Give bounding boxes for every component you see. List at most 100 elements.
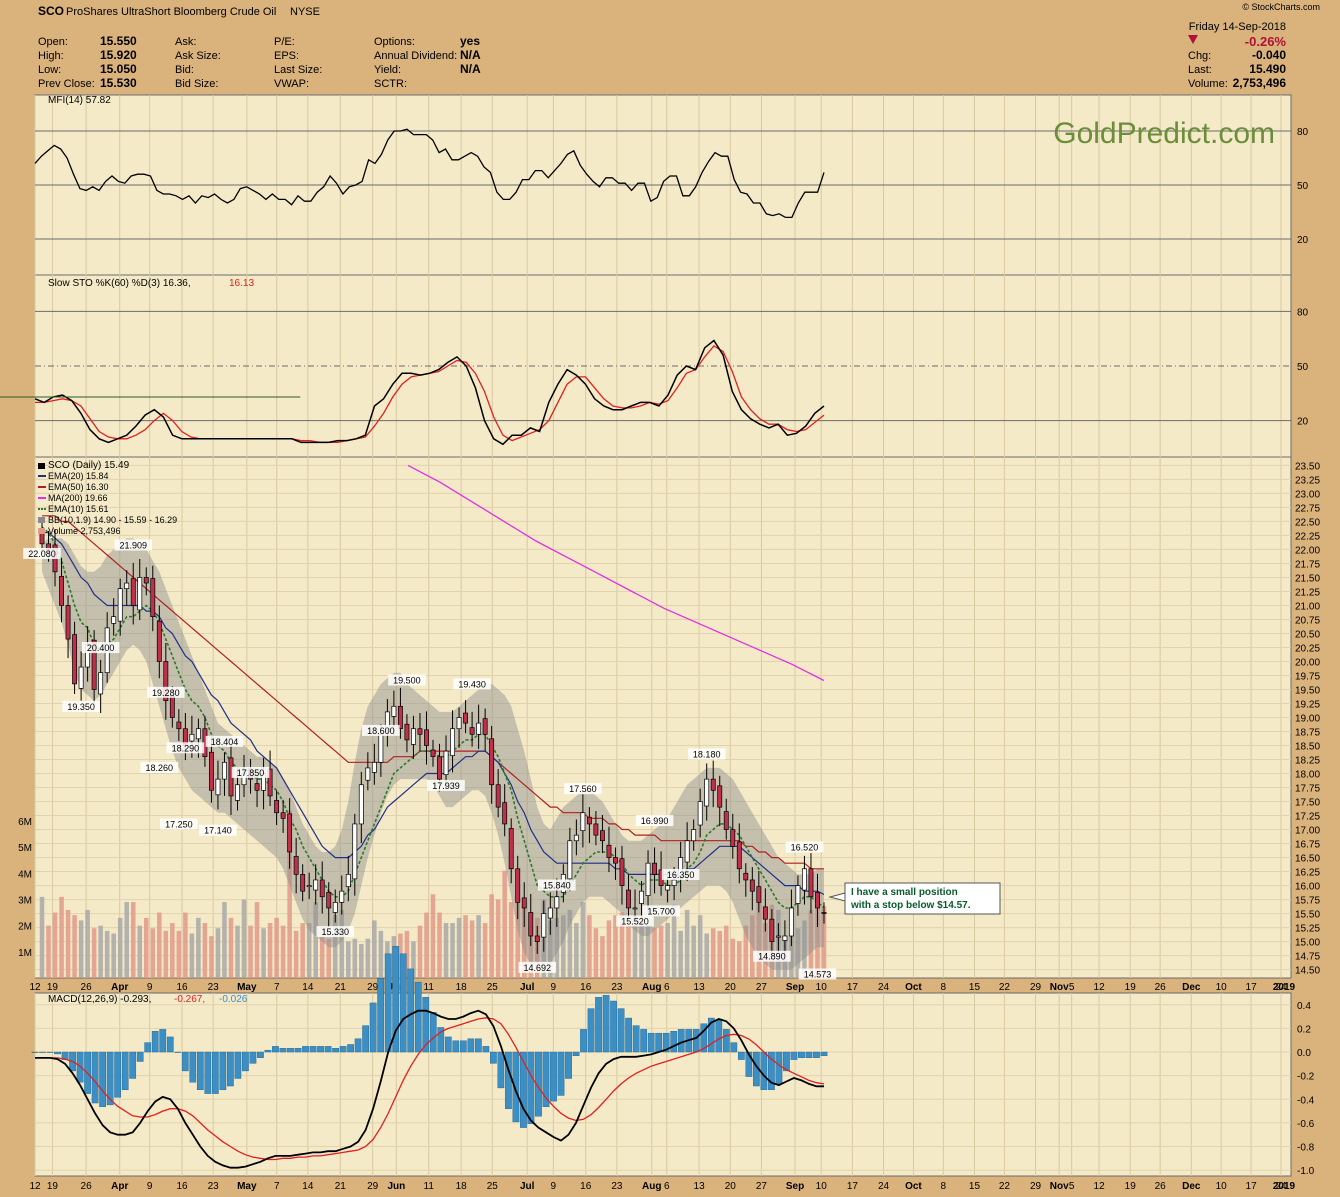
macd-hist-bar-64 bbox=[512, 1051, 520, 1123]
candle-body-96 bbox=[665, 885, 671, 891]
price-ytick-1: 14.75 bbox=[1295, 952, 1320, 963]
candle-body-14 bbox=[130, 578, 136, 606]
volume-bar-43 bbox=[319, 936, 325, 978]
candle-body-42 bbox=[313, 879, 319, 891]
yield-label: Yield: bbox=[374, 64, 401, 76]
volume-ytick-1: 2M bbox=[18, 922, 32, 933]
price-label-11: 15.330 bbox=[321, 927, 349, 937]
x-axis-bottom-tick-19: 23 bbox=[611, 1181, 623, 1192]
macd-hist-bar-1 bbox=[39, 1051, 46, 1053]
x-axis-mid-tick-28: 24 bbox=[878, 982, 890, 993]
volume-bar-38 bbox=[287, 810, 292, 978]
x-axis-mid-tick-27: 17 bbox=[847, 982, 859, 993]
candle-body-108 bbox=[743, 872, 749, 881]
vwap-label: VWAP: bbox=[274, 78, 309, 90]
price-ytick-9: 16.75 bbox=[1295, 840, 1320, 851]
x-axis-bottom-tick-37: 19 bbox=[1125, 1181, 1137, 1192]
volume-bar-0 bbox=[39, 896, 45, 978]
macd-hist-bar-14 bbox=[136, 1051, 144, 1062]
candle-body-69 bbox=[489, 738, 495, 786]
volume-bar-25 bbox=[202, 923, 208, 978]
volume-bar-89 bbox=[619, 912, 625, 978]
price-label-23: 18.180 bbox=[693, 749, 721, 759]
volume-bar-60 bbox=[430, 894, 436, 978]
macd-hist-bar-91 bbox=[715, 1019, 723, 1053]
legend-ema20: EMA(20) 15.84 bbox=[48, 471, 109, 481]
price-label-16: 14.692 bbox=[524, 963, 552, 973]
x-axis-bottom-tick-24: 27 bbox=[756, 1181, 768, 1192]
candle-body-26 bbox=[208, 751, 214, 791]
price-label-2: 20.400 bbox=[87, 643, 115, 653]
price-ytick-25: 20.75 bbox=[1295, 615, 1320, 626]
volume-bar-33 bbox=[254, 902, 260, 978]
macd-hist-bar-37 bbox=[309, 1046, 317, 1053]
quote-date: Friday 14-Sep-2018 bbox=[1189, 21, 1286, 33]
volume-bar-88 bbox=[613, 915, 618, 978]
x-axis-bottom-tick-43: 2019 bbox=[1273, 1181, 1296, 1192]
volume-bar-103 bbox=[710, 928, 716, 978]
x-axis-bottom-tick-31: 15 bbox=[969, 1181, 981, 1192]
sto-ytick-0: 20 bbox=[1297, 417, 1309, 428]
candle-body-97 bbox=[671, 879, 677, 886]
volume-bar-68 bbox=[482, 923, 488, 978]
price-label-bg-13 bbox=[388, 674, 426, 686]
price-label-bg-25 bbox=[785, 841, 824, 853]
macd-hist-bar-44 bbox=[362, 1025, 369, 1053]
x-axis-mid-tick-10: 21 bbox=[335, 982, 347, 993]
x-axis-bottom-tick-28: 24 bbox=[878, 1181, 890, 1192]
macd-hist-bar-65 bbox=[520, 1051, 527, 1128]
price-ytick-30: 22.00 bbox=[1295, 545, 1320, 556]
macd-hist-bar-17 bbox=[159, 1029, 167, 1053]
macd-signal-value: -0.267, bbox=[174, 994, 205, 1005]
dividend-value: N/A bbox=[460, 48, 481, 62]
price-label-bg-8 bbox=[231, 766, 270, 778]
candle-body-64 bbox=[456, 717, 462, 730]
candle-body-46 bbox=[339, 890, 345, 903]
volume-bar-82 bbox=[574, 923, 579, 978]
volume-bar-10 bbox=[104, 930, 110, 978]
volume-bar-119 bbox=[815, 899, 820, 978]
price-ytick-27: 21.25 bbox=[1295, 587, 1320, 598]
x-axis-mid-tick-34: Nov bbox=[1050, 982, 1069, 993]
x-axis-mid-tick-1: 19 bbox=[47, 982, 59, 993]
volume-bar-12 bbox=[117, 917, 123, 978]
candle-body-15 bbox=[137, 577, 143, 611]
candle-body-109 bbox=[749, 879, 755, 892]
macd-hist-bar-29 bbox=[249, 1051, 257, 1064]
x-axis-mid-tick-8: 7 bbox=[274, 982, 280, 993]
x-axis-bottom-tick-21: 6 bbox=[664, 1181, 670, 1192]
volume-bar-93 bbox=[645, 923, 651, 978]
candle-body-101 bbox=[697, 801, 703, 826]
x-axis-mid-tick-33: 29 bbox=[1030, 982, 1042, 993]
candle-body-13 bbox=[124, 582, 130, 590]
candle-body-102 bbox=[704, 778, 710, 807]
candle-body-100 bbox=[691, 829, 697, 842]
macd-hist-bar-33 bbox=[279, 1048, 287, 1053]
quote-open-value: 15.550 bbox=[100, 34, 137, 48]
x-axis-bottom-tick-13: 11 bbox=[424, 1181, 435, 1192]
price-label-bg-20 bbox=[635, 815, 674, 827]
sto-ytick-1: 50 bbox=[1297, 362, 1309, 373]
watermark: GoldPredict.com bbox=[1053, 117, 1275, 150]
candle-body-59 bbox=[424, 729, 429, 746]
x-axis-mid-tick-21: 6 bbox=[664, 982, 670, 993]
macd-ytick-6: 0.2 bbox=[1297, 1024, 1311, 1035]
price-ytick-10: 17.00 bbox=[1295, 826, 1320, 837]
price-ytick-12: 17.50 bbox=[1295, 798, 1320, 809]
macd-line bbox=[35, 1009, 824, 1169]
macd-hist-bar-23 bbox=[204, 1051, 212, 1094]
candle-body-94 bbox=[652, 862, 658, 875]
volume-bar-46 bbox=[339, 909, 345, 978]
volume-bar-7 bbox=[85, 909, 90, 978]
volume-bar-1 bbox=[46, 925, 51, 978]
volume-bar-48 bbox=[352, 938, 358, 978]
candle-body-90 bbox=[626, 889, 631, 909]
volume-bar-22 bbox=[183, 912, 188, 978]
macd-ytick-2: -0.6 bbox=[1297, 1119, 1315, 1130]
macd-hist-bar-71 bbox=[565, 1051, 572, 1079]
macd-hist-bar-79 bbox=[625, 1017, 632, 1053]
candle-body-27 bbox=[215, 778, 221, 796]
volume-bar-26 bbox=[209, 936, 214, 978]
macd-hist-bar-76 bbox=[602, 995, 610, 1053]
